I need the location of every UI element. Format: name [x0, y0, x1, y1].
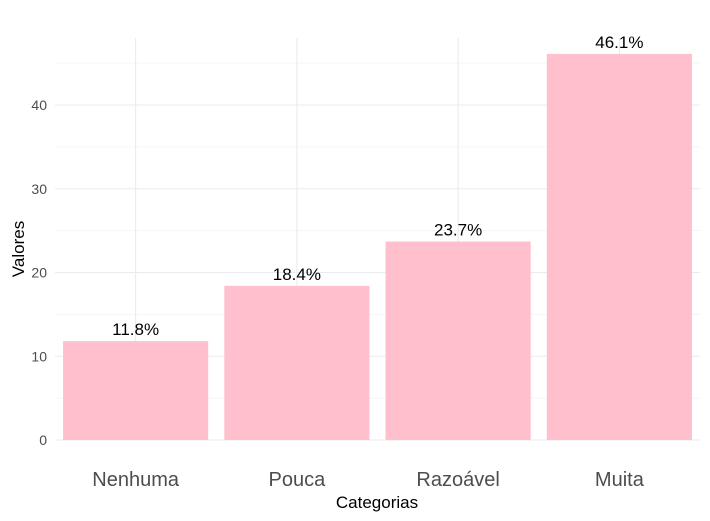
- y-axis-ticks: 0 10 20 30 40: [31, 97, 47, 448]
- bar-nenhuma: [63, 341, 209, 440]
- x-axis-ticks: Nenhuma Pouca Razoável Muita: [92, 469, 644, 491]
- y-tick-label: 40: [31, 97, 47, 113]
- y-axis-title: Valores: [9, 221, 28, 277]
- x-tick-label: Muita: [595, 469, 645, 491]
- x-tick-label: Pouca: [269, 469, 327, 491]
- x-axis-title: Categorias: [336, 493, 418, 512]
- bars: [63, 53, 692, 440]
- y-tick-label: 30: [31, 181, 47, 197]
- bar-muita: [546, 53, 692, 440]
- y-tick-label: 20: [31, 265, 47, 281]
- bar-razoável: [385, 241, 531, 440]
- data-label: 11.8%: [112, 320, 159, 339]
- data-label: 18.4%: [273, 265, 321, 284]
- bar-pouca: [224, 285, 370, 440]
- data-labels: 11.8% 18.4% 23.7% 46.1%: [112, 33, 643, 339]
- x-tick-label: Razoável: [416, 469, 499, 491]
- data-label: 23.7%: [434, 221, 482, 240]
- y-tick-label: 10: [31, 348, 47, 364]
- y-tick-label: 0: [39, 432, 47, 448]
- x-tick-label: Nenhuma: [92, 469, 180, 491]
- data-label: 46.1%: [595, 33, 643, 52]
